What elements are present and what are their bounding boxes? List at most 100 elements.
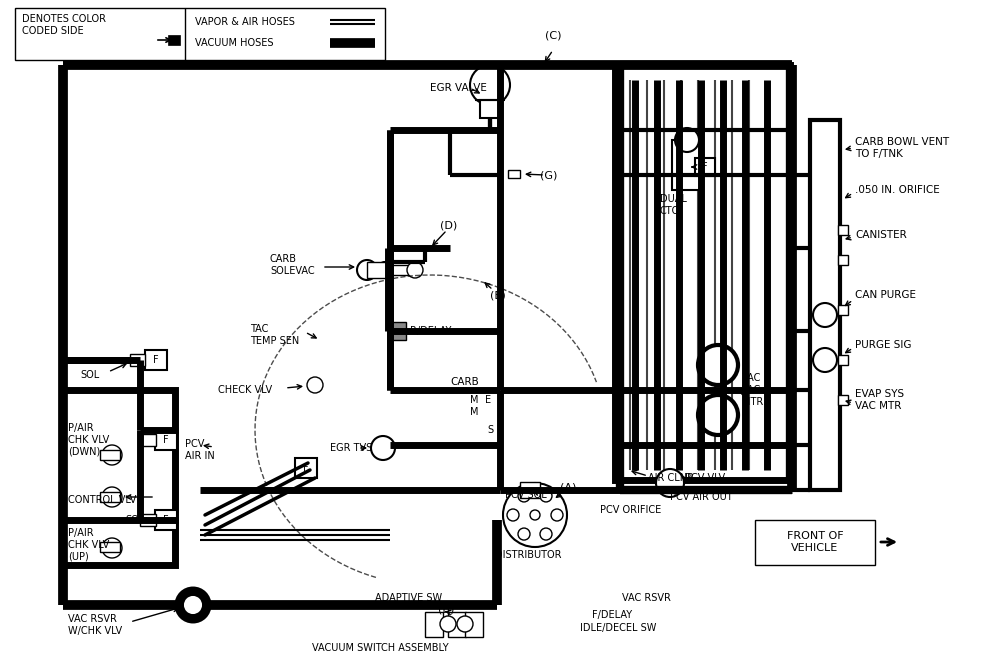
Circle shape <box>371 436 395 460</box>
Text: F: F <box>153 355 159 365</box>
Text: (G): (G) <box>540 170 557 180</box>
Text: VAC RSVR: VAC RSVR <box>622 593 671 603</box>
Text: VACUUM SWITCH ASSEMBLY: VACUUM SWITCH ASSEMBLY <box>312 643 448 653</box>
Bar <box>140 434 156 446</box>
Text: (D): (D) <box>440 220 457 230</box>
Text: SOL: SOL <box>125 515 144 525</box>
Circle shape <box>102 538 122 558</box>
Text: CARB
SOLEVAC: CARB SOLEVAC <box>270 254 315 276</box>
Text: TAC
VAC
MTR: TAC VAC MTR <box>742 373 763 407</box>
Circle shape <box>102 445 122 465</box>
Text: PCV AIR OUT: PCV AIR OUT <box>670 492 733 502</box>
Bar <box>100 542 120 552</box>
Bar <box>425 612 443 637</box>
Circle shape <box>407 262 423 278</box>
Bar <box>480 100 500 118</box>
Circle shape <box>551 509 563 521</box>
Text: CARB: CARB <box>450 377 479 387</box>
Text: M: M <box>470 395 479 405</box>
Bar <box>63 390 175 565</box>
Bar <box>100 450 120 460</box>
Text: TAC
TEMP SEN: TAC TEMP SEN <box>250 324 299 346</box>
Text: F: F <box>303 463 309 473</box>
Text: DISTRIBUTOR: DISTRIBUTOR <box>495 550 562 560</box>
Circle shape <box>377 262 393 278</box>
Text: (E): (E) <box>490 290 506 300</box>
Text: R/DELAY: R/DELAY <box>410 326 451 336</box>
Text: DENOTES COLOR
CODED SIDE: DENOTES COLOR CODED SIDE <box>22 14 106 36</box>
Text: P/AIR
CHK VLV
(UP): P/AIR CHK VLV (UP) <box>68 528 109 562</box>
Text: IDLE/DECEL SW: IDLE/DECEL SW <box>580 623 656 633</box>
Bar <box>448 612 466 637</box>
Circle shape <box>518 490 530 502</box>
Bar <box>145 350 167 370</box>
Circle shape <box>698 345 738 385</box>
Circle shape <box>470 65 510 105</box>
Text: F: F <box>702 162 708 172</box>
Bar <box>838 255 848 265</box>
Text: E: E <box>485 395 491 405</box>
Text: FRONT OF
VEHICLE: FRONT OF VEHICLE <box>787 531 843 553</box>
Text: EGR VALVE: EGR VALVE <box>430 83 487 93</box>
Circle shape <box>540 490 552 502</box>
Circle shape <box>307 377 323 393</box>
Bar <box>508 170 520 178</box>
Text: (B): (B) <box>438 605 454 615</box>
Circle shape <box>357 260 377 280</box>
Text: VACUUM HOSES: VACUUM HOSES <box>195 38 274 48</box>
Bar <box>388 322 406 340</box>
Text: EVAP SYS
VAC MTR: EVAP SYS VAC MTR <box>855 389 904 411</box>
Bar <box>155 510 177 530</box>
Text: PCV
AIR IN: PCV AIR IN <box>185 440 215 461</box>
Circle shape <box>813 303 837 327</box>
Bar <box>392 265 412 275</box>
Bar <box>168 35 180 45</box>
Circle shape <box>540 528 552 540</box>
Circle shape <box>507 509 519 521</box>
Text: VAC RSVR
W/CHK VLV: VAC RSVR W/CHK VLV <box>68 614 122 636</box>
Text: EGR TVS: EGR TVS <box>330 443 372 453</box>
Circle shape <box>503 483 567 547</box>
Text: AIR CLNR: AIR CLNR <box>648 473 694 483</box>
Bar <box>615 65 790 480</box>
Circle shape <box>656 469 684 497</box>
Circle shape <box>440 616 456 632</box>
Text: CAN PURGE: CAN PURGE <box>855 290 916 300</box>
Bar <box>695 158 715 176</box>
Bar <box>465 612 483 637</box>
Text: F/DELAY: F/DELAY <box>592 610 632 620</box>
Circle shape <box>518 528 530 540</box>
Bar <box>520 482 540 498</box>
Circle shape <box>102 487 122 507</box>
Text: CHECK VLV: CHECK VLV <box>218 385 272 395</box>
Bar <box>838 395 848 405</box>
Bar <box>15 8 385 60</box>
Bar <box>155 430 177 450</box>
Circle shape <box>530 510 540 520</box>
Bar <box>810 120 840 490</box>
Text: CANISTER: CANISTER <box>855 230 907 240</box>
Text: PURGE SIG: PURGE SIG <box>855 340 912 350</box>
Bar <box>755 520 875 565</box>
Text: PCV SOL: PCV SOL <box>505 490 547 500</box>
Circle shape <box>698 395 738 435</box>
Text: CARB BOWL VENT
TO F/TNK: CARB BOWL VENT TO F/TNK <box>855 137 949 159</box>
Circle shape <box>675 128 699 152</box>
Text: ADAPTIVE SW: ADAPTIVE SW <box>375 593 442 603</box>
Text: PCV VLV: PCV VLV <box>685 473 725 483</box>
Text: (C): (C) <box>545 30 562 40</box>
Text: M: M <box>470 407 479 417</box>
Text: P/AIR
CHK VLV
(DWN): P/AIR CHK VLV (DWN) <box>68 423 109 456</box>
Text: (A): (A) <box>560 483 576 493</box>
Text: DUAL
CTO: DUAL CTO <box>660 194 687 216</box>
Text: VAPOR & AIR HOSES: VAPOR & AIR HOSES <box>195 17 295 27</box>
Bar <box>367 262 387 278</box>
Text: CONTROL VLV: CONTROL VLV <box>68 495 136 505</box>
Circle shape <box>457 616 473 632</box>
Bar <box>295 458 317 478</box>
Bar <box>838 305 848 315</box>
Bar <box>672 140 702 190</box>
Text: S: S <box>487 425 493 435</box>
Bar <box>100 492 120 502</box>
Text: PCV ORIFICE: PCV ORIFICE <box>600 505 661 515</box>
